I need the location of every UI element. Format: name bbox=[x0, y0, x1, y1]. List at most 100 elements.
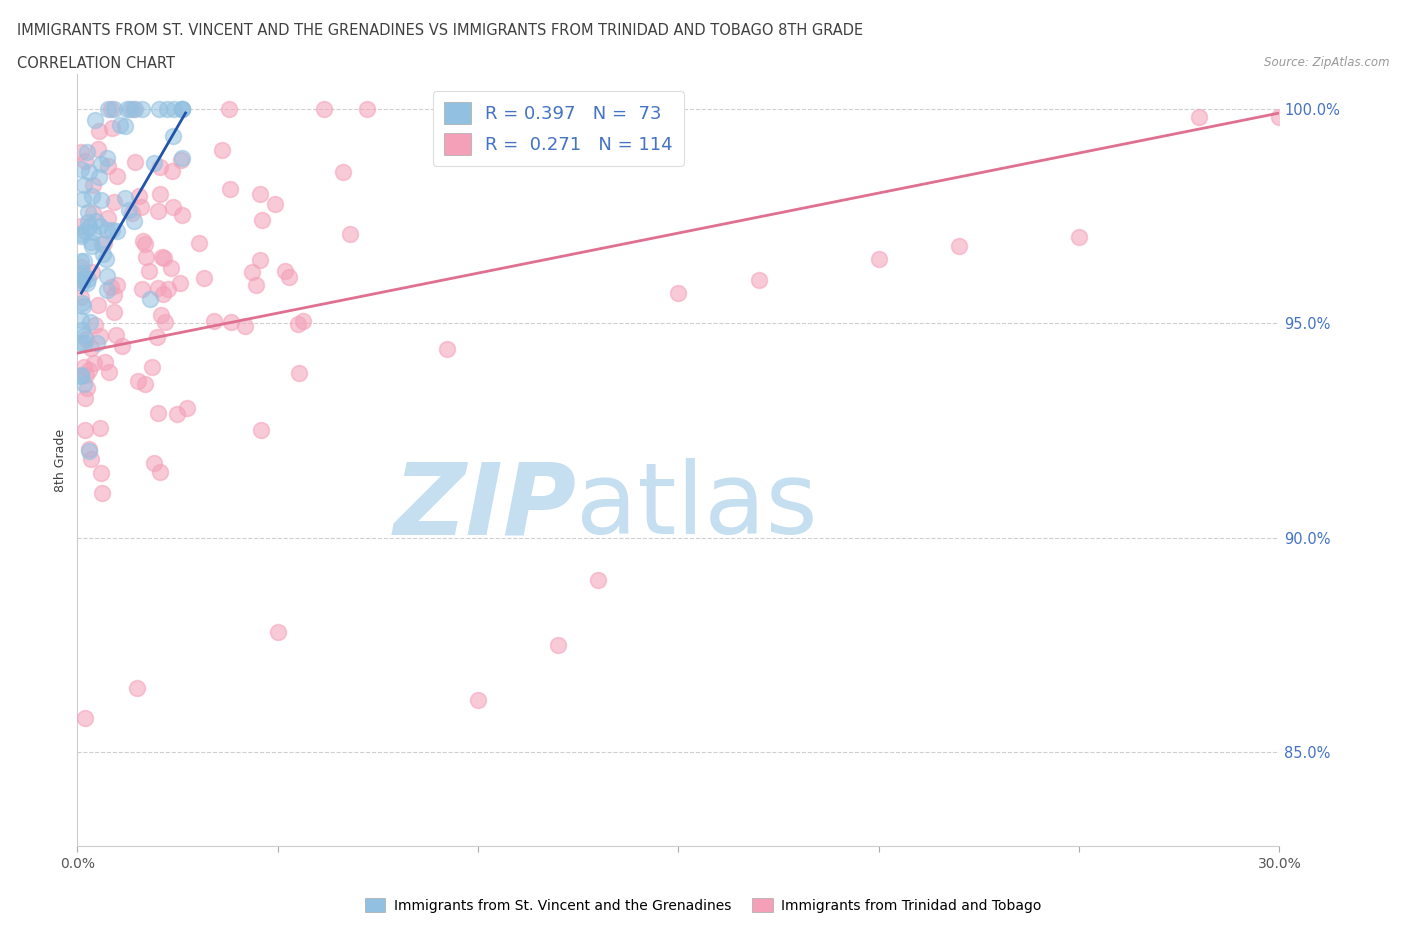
Text: atlas: atlas bbox=[576, 458, 818, 555]
Point bbox=[89, 170, 111, 185]
Point bbox=[219, 314, 242, 329]
Point bbox=[73, 377, 96, 392]
Point bbox=[70, 228, 93, 243]
Point bbox=[287, 316, 309, 331]
Point bbox=[135, 250, 157, 265]
Point bbox=[948, 238, 970, 253]
Point bbox=[105, 327, 128, 342]
Point bbox=[84, 214, 107, 229]
Point bbox=[72, 266, 94, 281]
Point bbox=[108, 118, 131, 133]
Point bbox=[122, 101, 145, 116]
Point bbox=[72, 192, 94, 206]
Point bbox=[83, 317, 105, 332]
Point bbox=[150, 249, 173, 264]
Point bbox=[273, 263, 295, 278]
Y-axis label: 8th Grade: 8th Grade bbox=[53, 429, 67, 492]
Point bbox=[170, 101, 193, 116]
Point bbox=[70, 289, 93, 304]
Point bbox=[86, 336, 108, 351]
Point bbox=[77, 165, 100, 179]
Point bbox=[80, 234, 103, 249]
Point bbox=[868, 251, 890, 266]
Point bbox=[75, 422, 97, 437]
Point bbox=[79, 444, 101, 458]
Point bbox=[114, 119, 136, 134]
Point bbox=[96, 269, 118, 284]
Point bbox=[73, 254, 96, 269]
Point bbox=[97, 159, 120, 174]
Point bbox=[77, 219, 100, 234]
Point bbox=[121, 206, 143, 220]
Point bbox=[97, 101, 120, 116]
Point bbox=[82, 265, 104, 280]
Point bbox=[124, 101, 146, 116]
Point bbox=[105, 277, 128, 292]
Point bbox=[72, 299, 94, 313]
Point bbox=[249, 253, 271, 268]
Point bbox=[73, 223, 96, 238]
Point bbox=[163, 101, 186, 116]
Point bbox=[73, 360, 96, 375]
Point bbox=[80, 451, 103, 466]
Point bbox=[142, 455, 165, 470]
Legend: Immigrants from St. Vincent and the Grenadines, Immigrants from Trinidad and Tob: Immigrants from St. Vincent and the Gren… bbox=[359, 893, 1047, 919]
Point bbox=[235, 318, 257, 333]
Point bbox=[249, 187, 271, 202]
Point bbox=[150, 307, 173, 322]
Point bbox=[82, 178, 104, 193]
Point bbox=[160, 261, 183, 276]
Point bbox=[134, 236, 156, 251]
Point bbox=[170, 101, 193, 116]
Point bbox=[152, 251, 174, 266]
Point bbox=[170, 153, 193, 167]
Text: Source: ZipAtlas.com: Source: ZipAtlas.com bbox=[1264, 56, 1389, 69]
Point bbox=[169, 275, 191, 290]
Point bbox=[70, 161, 93, 176]
Point bbox=[146, 329, 169, 344]
Point bbox=[70, 322, 93, 337]
Point bbox=[356, 101, 378, 116]
Point bbox=[82, 224, 104, 239]
Point bbox=[149, 464, 172, 479]
Point bbox=[160, 164, 183, 179]
Point bbox=[96, 151, 118, 166]
Point bbox=[138, 263, 160, 278]
Point bbox=[143, 156, 166, 171]
Point bbox=[131, 281, 153, 296]
Point bbox=[97, 210, 120, 225]
Point bbox=[77, 271, 100, 286]
Point bbox=[467, 693, 489, 708]
Point bbox=[187, 235, 209, 250]
Point bbox=[115, 101, 138, 116]
Point bbox=[96, 222, 118, 237]
Point bbox=[70, 144, 93, 159]
Point bbox=[70, 226, 93, 241]
Point bbox=[103, 287, 125, 302]
Point bbox=[75, 367, 97, 382]
Point bbox=[70, 369, 93, 384]
Point bbox=[146, 405, 169, 420]
Point bbox=[80, 341, 103, 356]
Point bbox=[157, 281, 180, 296]
Point bbox=[103, 194, 125, 209]
Point bbox=[75, 332, 97, 347]
Point bbox=[77, 205, 100, 219]
Point bbox=[292, 314, 315, 329]
Point bbox=[89, 219, 111, 233]
Point bbox=[89, 329, 111, 344]
Point bbox=[211, 142, 233, 157]
Point bbox=[70, 335, 93, 350]
Point bbox=[250, 213, 273, 228]
Point bbox=[101, 222, 124, 237]
Point bbox=[287, 365, 309, 380]
Point bbox=[436, 342, 458, 357]
Point bbox=[70, 272, 93, 287]
Point bbox=[146, 281, 169, 296]
Point bbox=[134, 377, 156, 392]
Point bbox=[131, 101, 153, 116]
Point bbox=[91, 236, 114, 251]
Text: IMMIGRANTS FROM ST. VINCENT AND THE GRENADINES VS IMMIGRANTS FROM TRINIDAD AND T: IMMIGRANTS FROM ST. VINCENT AND THE GREN… bbox=[17, 23, 863, 38]
Point bbox=[111, 339, 134, 353]
Point bbox=[76, 144, 98, 159]
